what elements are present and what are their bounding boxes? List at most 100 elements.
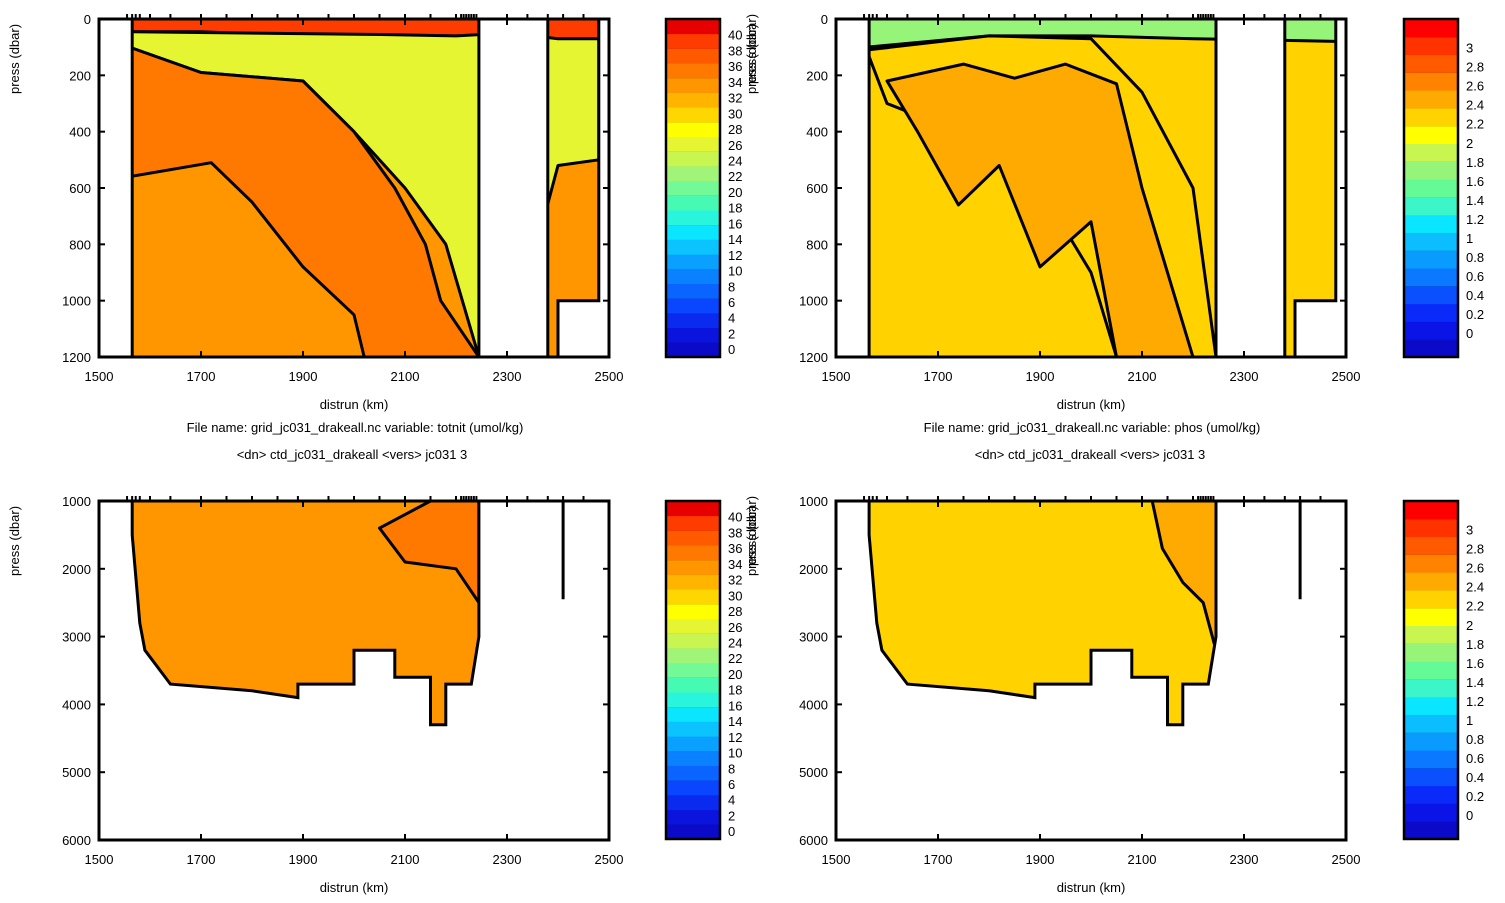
colorbar-tick-label: 30 [728,106,742,121]
colorbar-tick-label: 24 [728,153,742,168]
colorbar-swatch [666,239,720,255]
colorbar-swatch [666,633,720,649]
colorbar-tick-label: 1.8 [1466,155,1484,170]
x-axis-label: distrun (km) [1057,880,1126,895]
colorbar-tick-label: 0.4 [1466,288,1484,303]
y-axis-label: press (dbar) [7,506,22,576]
x-tick-label: 1900 [289,369,318,384]
colorbar-tick-label: 0 [728,824,735,839]
colorbar-tick-label: 2.4 [1466,98,1484,113]
colorbar-swatch [1404,285,1458,305]
colorbar: 0 0.2 0.4 0.6 0.8 1 1.2 1.4 1.6 1.8 2 2.2 2.4 2.6 2.8 3 [1402,17,1484,359]
colorbar-swatch [666,780,720,796]
colorbar-tick-label: 0 [1466,808,1473,823]
colorbar-swatch [666,545,720,561]
bathymetry-outline [130,499,481,727]
colorbar-swatch [1404,696,1458,715]
x-tick-label: 1900 [289,852,318,867]
colorbar-tick-label: 0.6 [1466,751,1484,766]
colorbar-tick-label: 20 [728,185,742,200]
colorbar-swatch [1404,714,1458,733]
colorbar-swatch [666,224,720,240]
colorbar-swatch [1404,36,1458,56]
x-axis-label: distrun (km) [320,880,389,895]
colorbar-tick-label: 12 [728,248,742,263]
file-info-right-line2: <dn> ctd_jc031_drakeall <vers> jc031 3 [975,447,1206,462]
x-tick-label: 1700 [187,369,216,384]
colorbar-tick-label: 8 [728,761,735,776]
chart-panel-totnit_lower: 1500 1700 1900 2100 2300 25001000200030004000… [7,494,759,895]
colorbar-tick-label: 14 [728,232,742,247]
colorbar-tick-label: 26 [728,620,742,635]
colorbar-frame [664,17,722,359]
colorbar-tick-label: 10 [728,746,742,761]
colorbar-swatch [666,794,720,811]
colorbar-swatch [666,765,720,781]
colorbar-swatch [666,136,720,152]
colorbar-swatch [666,574,720,590]
colorbar-tick-label: 0.2 [1466,789,1484,804]
y-tick-label: 0 [821,12,828,27]
colorbar-tick-label: 26 [728,138,742,153]
chart-panel-phos_lower: 1500 1700 1900 2100 2300 2500 1000 2000 3000 4000… [744,494,1484,895]
colorbar-tick-label: 0.8 [1466,732,1484,747]
y-tick-label: 400 [806,125,828,140]
colorbar-swatch [666,721,720,737]
colorbar-swatch [666,254,720,270]
colorbar-frame [1402,17,1460,359]
colorbar-tick-label: 2 [1466,618,1473,633]
colorbar-swatch [666,165,720,182]
colorbar-swatch [666,824,720,840]
colorbar-tick-label: 34 [728,557,742,572]
colorbar-tick-label: 32 [728,91,742,106]
colorbar-tick-label: 2.6 [1466,561,1484,576]
x-tick-label: 1700 [924,852,953,867]
bathymetry-outline [867,499,1218,727]
y-tick-label: 1200 [62,350,91,365]
colorbar-swatch [666,92,720,108]
colorbar-swatch [666,151,720,167]
colorbar-swatch [666,515,720,531]
y-axis-label: press (dbar) [744,24,759,94]
y-tick-label: 6000 [799,833,828,848]
y-tick-label: 200 [69,68,91,83]
contour-2-4 [1150,501,1216,652]
x-tick-label: 2500 [1332,369,1361,384]
y-tick-label: 3000 [799,630,828,645]
chart-panel-totnit_upper: 1500 1700 1900 2100 2300 25000200400600800100… [7,12,759,412]
colorbar-swatch [1404,107,1458,127]
colorbar-swatch [1404,678,1458,698]
x-tick-label: 1500 [822,369,851,384]
x-tick-label: 1700 [187,852,216,867]
y-tick-label: 2000 [62,562,91,577]
colorbar-swatch [666,647,720,664]
y-tick-label: 400 [69,125,91,140]
colorbar-tick-label: 10 [728,264,742,279]
colorbar-tick-label: 2.2 [1466,599,1484,614]
x-axis-label: distrun (km) [1057,397,1126,412]
colorbar-tick-label: 1 [1466,231,1473,246]
colorbar-tick-label: 22 [728,651,742,666]
file-info-left-line1: File name: grid_jc031_drakeall.nc variab… [187,420,524,435]
colorbar-swatch [1404,536,1458,555]
x-tick-label: 1900 [1026,369,1055,384]
x-tick-label: 2100 [1128,369,1157,384]
colorbar-swatch [666,312,720,329]
x-tick-label: 2500 [595,369,624,384]
colorbar-swatch [1404,501,1458,520]
y-tick-label: 800 [806,237,828,252]
colorbar-tick-label: 2.2 [1466,117,1484,132]
colorbar-tick-label: 2 [728,326,735,341]
colorbar-swatch [1404,196,1458,216]
contour-36 [378,501,479,605]
colorbar-swatch [1404,643,1458,662]
file-info-left-line2: <dn> ctd_jc031_drakeall <vers> jc031 3 [237,447,468,462]
colorbar-swatch [1404,125,1458,145]
colorbar-tick-label: 40 [728,28,742,43]
colorbar-swatch [666,501,720,517]
contour-fill-group [869,19,1336,357]
colorbar-swatch [1404,750,1458,769]
colorbar-tick-label: 3 [1466,41,1473,56]
colorbar-swatch [1404,821,1458,840]
colorbar-tick-label: 6 [728,295,735,310]
